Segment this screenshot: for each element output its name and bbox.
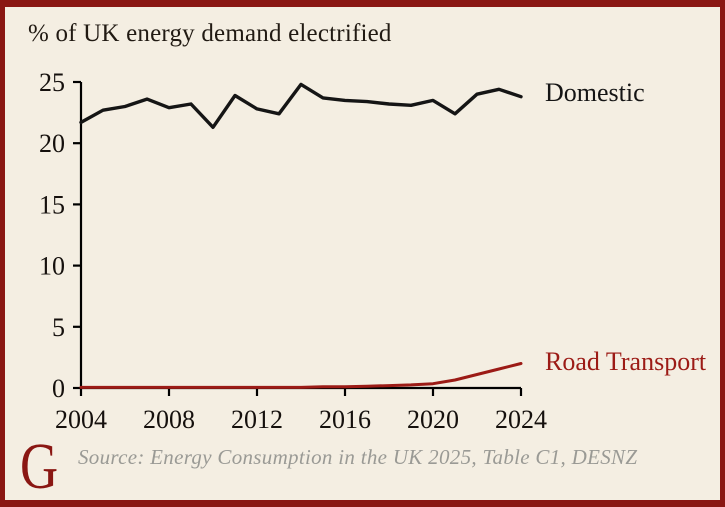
y-tick-label: 5 xyxy=(52,313,65,342)
line-chart-canvas: 0 5 10 15 20 25 2004 2008 2012 2016 2020 2024 xyxy=(39,68,547,434)
y-tick-label: 0 xyxy=(52,374,65,403)
x-tick-label: 2012 xyxy=(231,405,283,434)
publisher-logo-g: G xyxy=(20,430,59,503)
x-tick-label: 2016 xyxy=(319,405,371,434)
series-line-road-transport xyxy=(79,362,523,389)
series-line-domestic xyxy=(79,82,523,130)
x-tick-label: 2008 xyxy=(143,405,195,434)
y-tick-label: 10 xyxy=(39,252,65,281)
x-tick-label: 2020 xyxy=(407,405,459,434)
axis-spines xyxy=(79,82,521,390)
y-tick-label: 20 xyxy=(39,129,65,158)
chart-title: % of UK energy demand electrified xyxy=(28,20,392,47)
series-label-domestic: Domestic xyxy=(545,78,645,107)
source-attribution: Source: Energy Consumption in the UK 202… xyxy=(78,445,638,469)
series-label-road-transport: Road Transport xyxy=(545,347,707,376)
y-tick-label: 25 xyxy=(39,68,65,97)
x-tick-label: 2004 xyxy=(55,405,107,434)
y-tick-label: 15 xyxy=(39,190,65,219)
x-tick-label: 2024 xyxy=(495,405,547,434)
